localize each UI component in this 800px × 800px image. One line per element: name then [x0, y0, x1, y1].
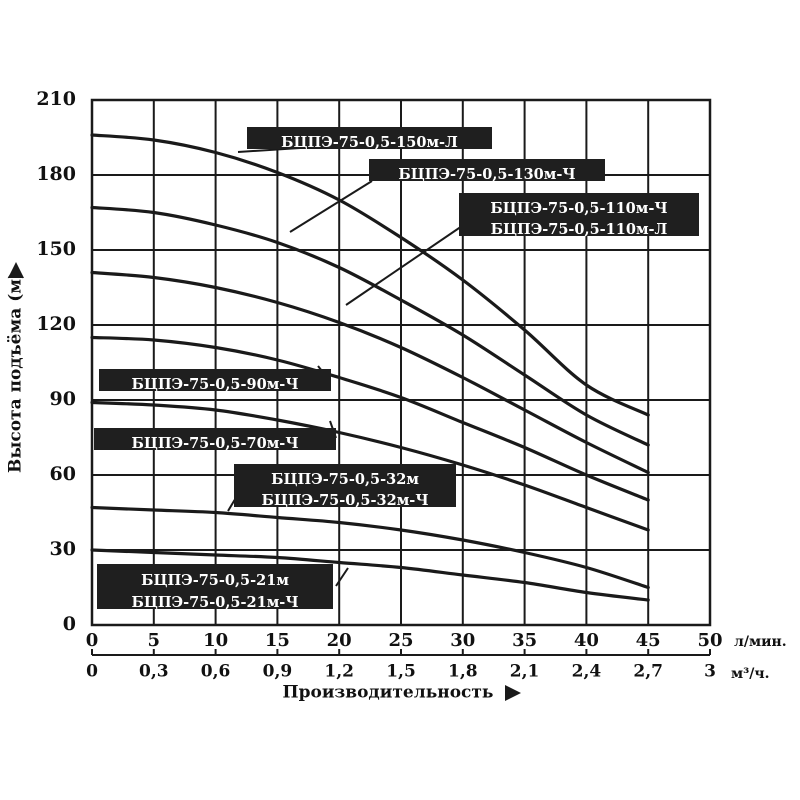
annotation-бцпэ-75-0-5-90м-ч: БЦПЭ-75-0,5-90м-Ч [131, 376, 298, 393]
curve-labels: БЦПЭ-75-0,5-150м-Л БЦПЭ-75-0,5-130м-Ч БЦПЭ… [94, 127, 699, 611]
label-box-2 [369, 159, 605, 181]
label-box-7 [97, 564, 333, 609]
x-tick-label-lmin: 20 [327, 630, 352, 651]
annotation-бцпэ-75-0-5-32м: БЦПЭ-75-0,5-32м [271, 471, 419, 488]
x-tick-label-lmin: 45 [636, 630, 661, 651]
y-tick-label: 90 [50, 388, 76, 410]
x-tick-labels-lmin: 0 5 10 15 20 25 30 35 40 45 50 л/мин. [86, 630, 787, 651]
curves [90, 133, 650, 602]
x-tick-label-m3h: 0,9 [263, 662, 293, 682]
x-tick-label-m3h: 1,5 [386, 662, 416, 682]
series-line-5 [90, 400, 650, 532]
x-tick-label-lmin: 35 [512, 630, 537, 651]
label-box-5 [94, 428, 336, 450]
x-axis-title: Производительность [283, 683, 494, 703]
label-box-1 [247, 127, 492, 149]
label-box-4 [99, 369, 331, 391]
annotation-бцпэ-75-0-5-21м-ч: БЦПЭ-75-0,5-21м-Ч [131, 594, 298, 611]
y-tick-label: 60 [50, 463, 76, 485]
x-unit-lmin: л/мин. [734, 634, 787, 650]
y-tick-label: 150 [36, 238, 76, 260]
y-tick-label: 120 [36, 313, 76, 335]
x-tick-label-m3h: 2,7 [633, 662, 663, 682]
x-tick-label-lmin: 25 [388, 630, 413, 651]
series-line-2 [90, 205, 650, 447]
x-tick-label-m3h: 3 [704, 662, 716, 682]
annotation-бцпэ-75-0-5-150м-л: БЦПЭ-75-0,5-150м-Л [281, 134, 458, 151]
leader-line [289, 180, 373, 233]
x-tick-label-m3h: 2,4 [572, 662, 602, 682]
x-tick-label-m3h: 0 [86, 662, 98, 682]
label-box-3 [459, 193, 699, 236]
y-axis-arrow-icon [8, 262, 24, 278]
label-box-6 [234, 464, 456, 507]
x-tick-label-lmin: 30 [450, 630, 475, 651]
x-tick-label-m3h: 0,3 [139, 662, 169, 682]
y-tick-label: 30 [50, 538, 76, 560]
y-tick-label: 180 [36, 163, 76, 185]
x-unit-m3h: м³/ч. [731, 666, 770, 682]
leader-line [345, 223, 466, 306]
series-line-3 [90, 270, 650, 475]
annotation-бцпэ-75-0-5-21м: БЦПЭ-75-0,5-21м [141, 572, 289, 589]
y-axis-title: Высота подъёма (м) [6, 271, 26, 473]
x-tick-label-lmin: 50 [697, 630, 722, 651]
y-tick-label: 210 [36, 88, 76, 110]
x-tick-labels-m3h: 0 0,3 0,6 0,9 1,2 1,5 1,8 2,1 2,4 2,7 3 м³/ч. [86, 662, 769, 683]
axis-labels: Производительность Высота подъёма (м) [6, 262, 521, 703]
series-line-7 [90, 548, 650, 602]
grid [90, 98, 712, 656]
y-tick-label: 0 [63, 613, 76, 635]
series-line-1 [90, 133, 650, 417]
leader-line [335, 567, 349, 587]
x-tick-label-lmin: 0 [86, 630, 99, 651]
annotation-бцпэ-75-0-5-32м-ч: БЦПЭ-75-0,5-32м-Ч [261, 492, 428, 509]
annotation-бцпэ-75-0-5-110м-л: БЦПЭ-75-0,5-110м-Л [491, 221, 668, 238]
series-line-6 [90, 505, 650, 590]
x-tick-label-m3h: 2,1 [510, 662, 540, 682]
x-tick-label-m3h: 0,6 [201, 662, 231, 682]
y-tick-labels: 0 30 60 90 120 150 180 210 [36, 88, 76, 635]
x-tick-label-m3h: 1,8 [448, 662, 478, 682]
x-tick-label-lmin: 5 [148, 630, 161, 651]
x-axis-arrow-icon [505, 685, 521, 701]
x-tick-label-lmin: 15 [265, 630, 290, 651]
x-tick-label-lmin: 40 [574, 630, 599, 651]
x-tick-label-lmin: 10 [203, 630, 228, 651]
annotation-бцпэ-75-0-5-110м-ч: БЦПЭ-75-0,5-110м-Ч [490, 200, 667, 217]
series-line-4 [90, 335, 650, 502]
plot-frame [90, 98, 712, 627]
label-leaders [227, 147, 466, 587]
annotation-бцпэ-75-0-5-70м-ч: БЦПЭ-75-0,5-70м-Ч [131, 435, 298, 452]
annotation-бцпэ-75-0-5-130м-ч: БЦПЭ-75-0,5-130м-Ч [398, 166, 575, 183]
x-tick-label-m3h: 1,2 [324, 662, 354, 682]
